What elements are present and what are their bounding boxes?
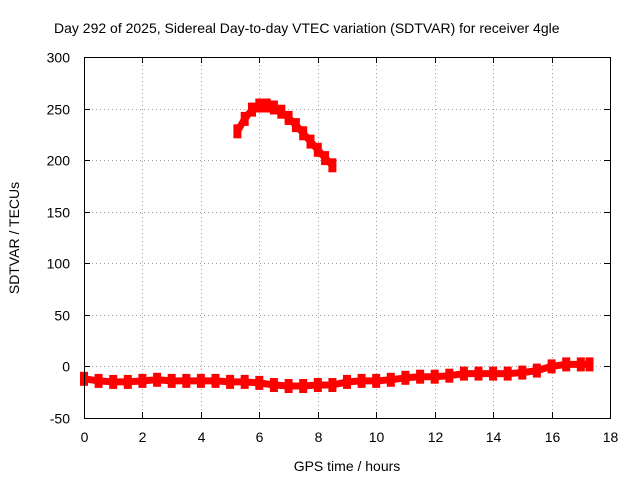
data-point	[576, 357, 585, 372]
y-tick-label: -50	[50, 411, 70, 427]
data-point	[196, 373, 205, 388]
x-tick-label: 14	[486, 429, 502, 445]
data-point	[240, 374, 249, 389]
data-point	[321, 151, 330, 166]
axis-ticks: 0 2 4 6 8 10 12 14 16 18 -50 0 50 100 150 200 250 300	[47, 50, 619, 446]
y-tick-label: 100	[47, 256, 71, 272]
x-tick-label: 0	[81, 429, 89, 445]
series-arc-high	[233, 98, 337, 173]
x-tick-label: 12	[428, 429, 444, 445]
data-point	[459, 366, 468, 381]
data-point	[284, 379, 293, 393]
data-point	[299, 379, 308, 393]
data-point	[313, 142, 322, 157]
data-point	[416, 369, 425, 384]
chart-title: Day 292 of 2025, Sidereal Day-to-day VTE…	[54, 20, 560, 36]
data-point	[401, 370, 410, 385]
series-baseline	[80, 357, 594, 393]
y-tick-label: 0	[62, 359, 70, 375]
data-point	[277, 104, 286, 119]
y-axis-label: SDTVAR / TECUs	[6, 182, 22, 294]
data-point	[182, 373, 191, 388]
y-tick-label: 50	[54, 308, 70, 324]
y-tick-label: 300	[47, 50, 71, 66]
data-point	[233, 124, 242, 139]
x-tick-label: 10	[369, 429, 385, 445]
data-point	[489, 366, 498, 381]
data-point	[343, 374, 351, 389]
data-point	[430, 369, 439, 384]
data-point	[94, 373, 103, 388]
x-tick-label: 4	[198, 429, 206, 445]
data-point	[386, 372, 395, 387]
data-point	[313, 378, 322, 392]
data-point	[474, 366, 483, 381]
data-series	[80, 98, 594, 393]
data-point	[226, 374, 235, 389]
data-point	[138, 373, 147, 388]
data-point	[291, 118, 300, 133]
data-point	[328, 378, 337, 392]
data-point	[328, 158, 337, 173]
data-point	[240, 111, 249, 126]
data-point	[299, 126, 308, 141]
grid-lines	[84, 57, 610, 418]
data-point	[211, 373, 220, 388]
data-point	[585, 357, 594, 372]
x-tick-label: 16	[545, 429, 561, 445]
data-point	[123, 374, 132, 389]
data-point	[255, 375, 264, 390]
data-point	[284, 110, 293, 125]
data-point	[269, 378, 278, 392]
data-point	[306, 134, 315, 149]
data-point	[518, 365, 527, 380]
data-point	[248, 102, 256, 117]
data-point	[255, 98, 264, 113]
data-point	[372, 373, 381, 388]
data-point	[445, 368, 454, 383]
data-point	[269, 100, 278, 115]
x-tick-label: 2	[139, 429, 147, 445]
y-tick-label: 200	[47, 153, 71, 169]
data-point	[562, 357, 571, 372]
x-axis-label: GPS time / hours	[294, 458, 401, 474]
plot-frame	[84, 57, 611, 419]
data-point	[357, 373, 366, 388]
data-point	[532, 363, 541, 378]
x-tick-label: 18	[603, 429, 619, 445]
data-point	[262, 98, 271, 113]
x-tick-label: 6	[256, 429, 264, 445]
data-point	[503, 366, 512, 381]
data-point	[153, 372, 162, 387]
data-point	[547, 359, 556, 374]
data-point	[109, 374, 118, 389]
x-tick-label: 8	[315, 429, 323, 445]
y-tick-label: 250	[47, 102, 71, 118]
y-tick-label: 150	[47, 205, 71, 221]
data-point	[167, 373, 176, 388]
